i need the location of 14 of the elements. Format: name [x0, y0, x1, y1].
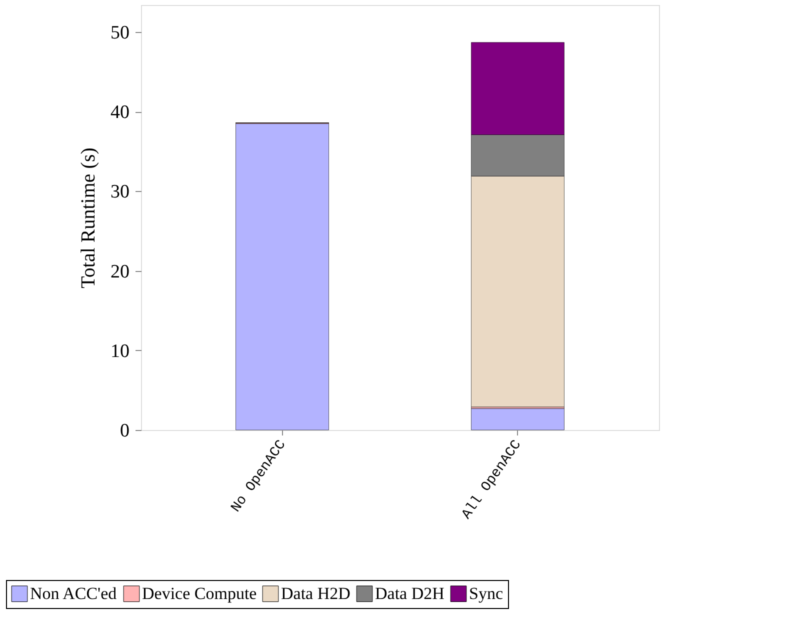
y-tick-label: 50 — [110, 22, 130, 44]
legend-label: Data D2H — [375, 584, 444, 603]
legend-label: Data H2D — [281, 584, 350, 603]
y-tick-label: 20 — [110, 261, 130, 282]
bar — [236, 123, 329, 430]
y-tick-label: 30 — [110, 182, 130, 203]
legend-label: Non ACC'ed — [30, 584, 118, 603]
y-axis-title: Total Runtime (s) — [78, 148, 100, 288]
y-tick-label: 10 — [110, 340, 130, 362]
y-tick-label: 0 — [120, 420, 130, 442]
y-tick-label: 40 — [110, 102, 130, 124]
legend-label: Sync — [469, 584, 504, 603]
legend-label: Device Compute — [142, 584, 257, 603]
bar — [471, 408, 564, 430]
